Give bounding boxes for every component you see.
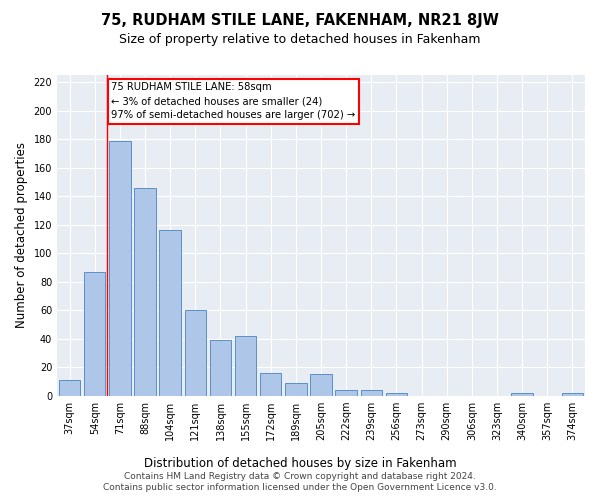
Bar: [109, 140, 131, 396]
Bar: [160, 230, 181, 396]
Bar: [386, 393, 407, 396]
Bar: [335, 390, 357, 396]
Bar: [185, 310, 206, 396]
Bar: [511, 393, 533, 396]
Bar: [134, 188, 156, 396]
Text: Contains HM Land Registry data © Crown copyright and database right 2024.: Contains HM Land Registry data © Crown c…: [124, 472, 476, 481]
Bar: [285, 383, 307, 396]
Y-axis label: Number of detached properties: Number of detached properties: [15, 142, 28, 328]
Bar: [210, 340, 231, 396]
Bar: [260, 373, 281, 396]
Text: Distribution of detached houses by size in Fakenham: Distribution of detached houses by size …: [143, 458, 457, 470]
Bar: [84, 272, 106, 396]
Bar: [59, 380, 80, 396]
Text: 75, RUDHAM STILE LANE, FAKENHAM, NR21 8JW: 75, RUDHAM STILE LANE, FAKENHAM, NR21 8J…: [101, 12, 499, 28]
Bar: [361, 390, 382, 396]
Bar: [310, 374, 332, 396]
Text: 75 RUDHAM STILE LANE: 58sqm
← 3% of detached houses are smaller (24)
97% of semi: 75 RUDHAM STILE LANE: 58sqm ← 3% of deta…: [111, 82, 355, 120]
Text: Size of property relative to detached houses in Fakenham: Size of property relative to detached ho…: [119, 32, 481, 46]
Text: Contains public sector information licensed under the Open Government Licence v3: Contains public sector information licen…: [103, 484, 497, 492]
Bar: [562, 393, 583, 396]
Bar: [235, 336, 256, 396]
